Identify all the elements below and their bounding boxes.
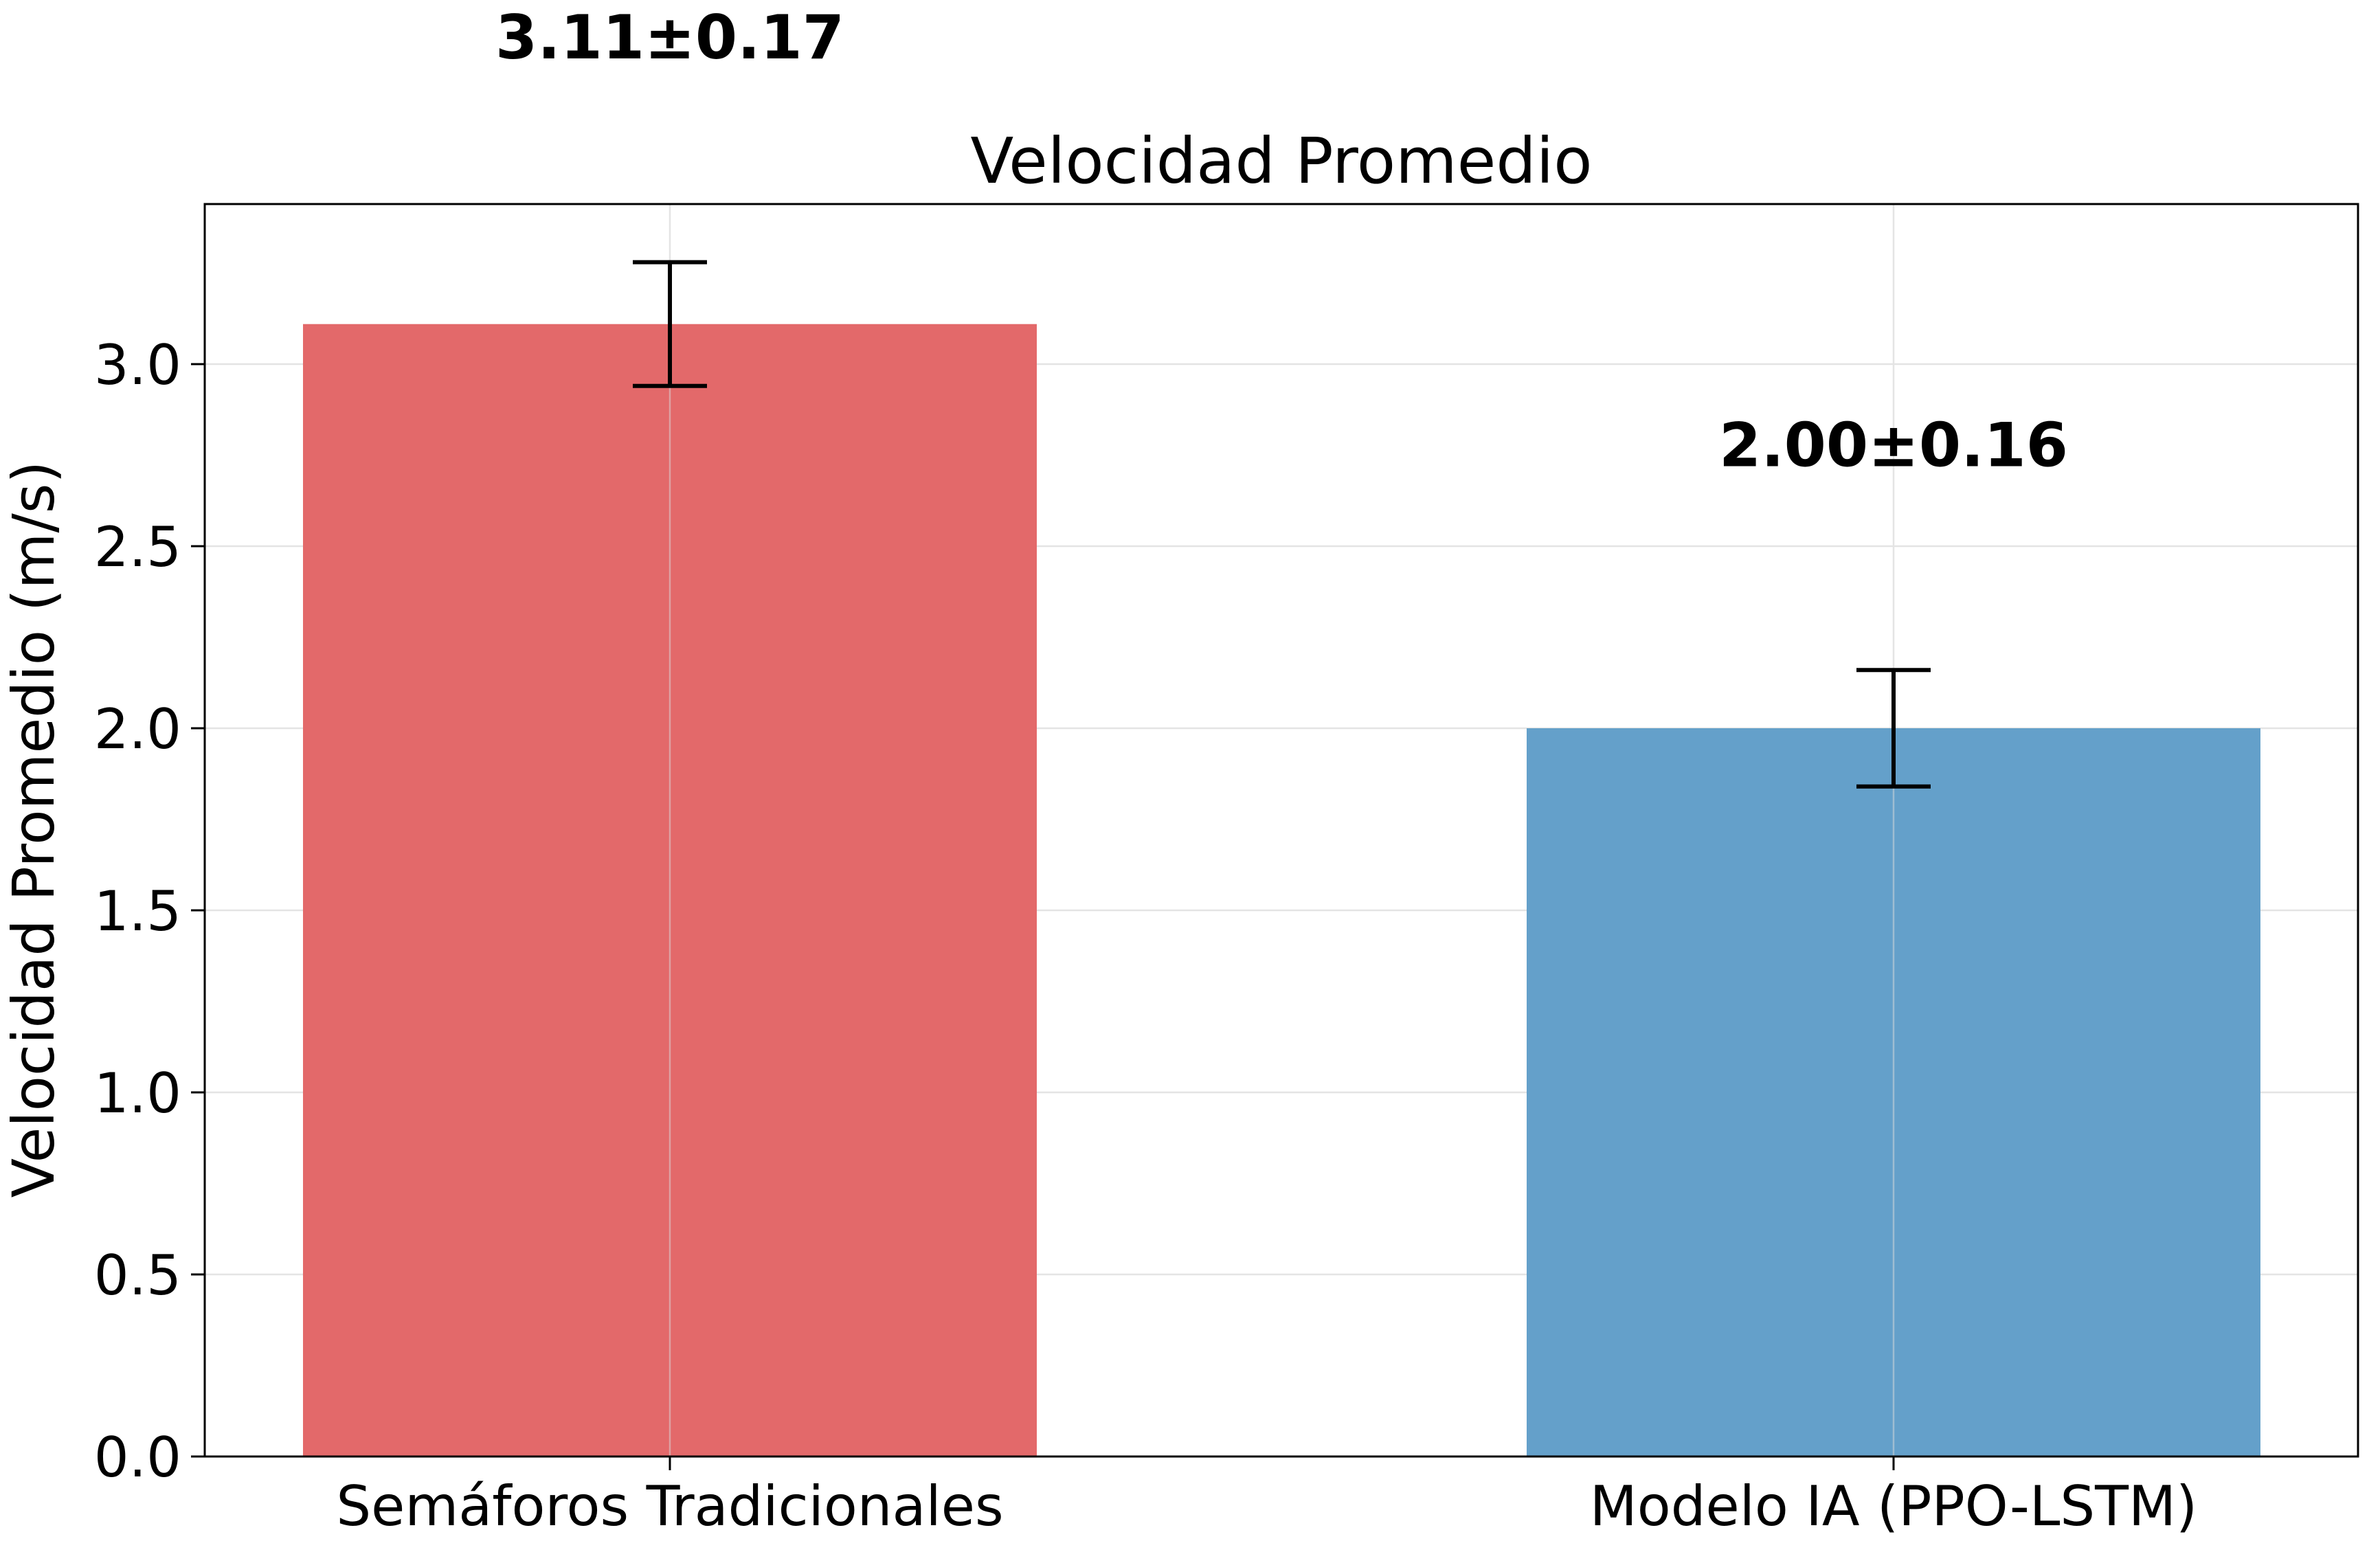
y-tick-label: 1.5 xyxy=(94,879,181,943)
x-tick-label: Modelo IA (PPO-LSTM) xyxy=(1590,1474,2198,1538)
error-bars xyxy=(633,260,1931,789)
y-tick-label: 1.0 xyxy=(94,1061,181,1125)
bars xyxy=(303,324,2260,1457)
x-tick-label: Semáforos Tradicionales xyxy=(336,1474,1003,1538)
y-tick-label: 2.0 xyxy=(94,697,181,761)
y-axis-ticks: 0.0 0.5 1.0 1.5 2.0 2.5 3.0 xyxy=(94,333,205,1489)
value-label: 3.11±0.17 xyxy=(495,2,844,73)
value-labels: 3.11±0.17 2.00±0.16 xyxy=(495,2,2068,481)
chart-title: Velocidad Promedio xyxy=(970,124,1592,198)
y-tick-label: 0.5 xyxy=(94,1244,181,1307)
y-axis-label: Velocidad Promedio (m/s) xyxy=(0,461,67,1198)
x-axis-ticks: Semáforos Tradicionales Modelo IA (PPO-LS… xyxy=(336,1457,2197,1538)
y-tick-label: 2.5 xyxy=(94,515,181,579)
plot-frame xyxy=(203,203,2359,1458)
value-label: 2.00±0.16 xyxy=(1719,409,2068,480)
y-tick-label: 3.0 xyxy=(94,333,181,397)
y-tick-label: 0.0 xyxy=(94,1426,181,1489)
